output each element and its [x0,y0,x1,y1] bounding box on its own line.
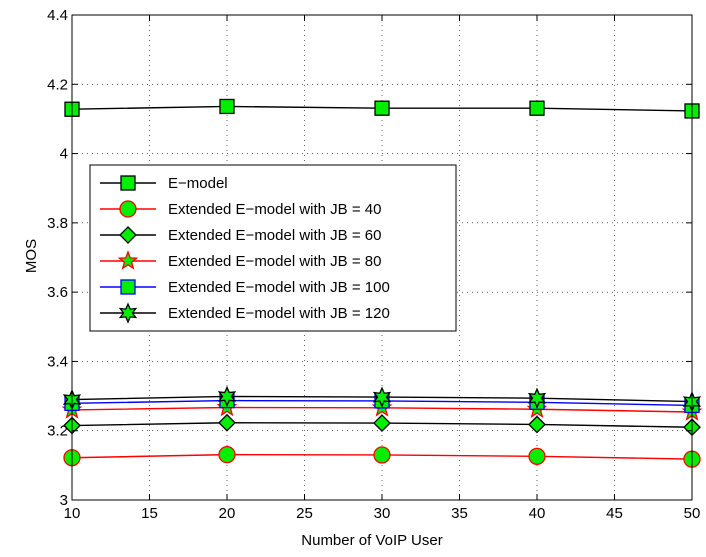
data-point-marker [527,387,547,409]
x-tick-label: 10 [64,505,81,522]
legend-label: Extended E−model with JB = 120 [168,305,390,322]
data-point-marker [528,415,546,434]
legend-entry: Extended E−model with JB = 80 [100,250,381,270]
data-point-marker [218,413,236,432]
data-point-marker [373,446,391,464]
x-tick-label: 35 [451,505,468,522]
x-tick-label: 25 [296,505,313,522]
data-point-marker [217,385,237,408]
data-point-marker [528,447,546,466]
data-point-marker [218,445,236,464]
x-tick-label: 50 [684,505,701,522]
x-tick-label: 45 [606,505,623,522]
legend-entry: Extended E−model with JB = 100 [100,279,390,296]
legend-marker [120,279,136,295]
legend-entry: Extended E−model with JB = 60 [100,226,381,244]
series-3 [63,413,701,437]
data-point-marker [529,100,545,116]
y-tick-label: 3.4 [47,353,68,370]
x-tick-label: 20 [219,505,236,522]
data-point-marker [219,98,235,115]
legend-entry: E−model [100,175,228,192]
data-point-marker [373,414,391,433]
legend-entry: Extended E−model with JB = 120 [100,302,390,324]
y-tick-label: 3.8 [47,215,68,232]
legend-label: Extended E−model with JB = 80 [168,253,381,270]
legend-box [89,164,457,332]
y-axis-label: MOS [23,239,40,273]
legend-marker [119,226,137,244]
x-tick-label: 40 [529,505,546,522]
x-tick-label: 30 [374,505,391,522]
data-point-marker [374,100,390,116]
y-tick-label: 4.2 [47,76,68,93]
legend-marker [117,250,139,270]
legend-label: Extended E−model with JB = 100 [168,279,390,296]
legend-marker [119,200,137,218]
y-tick-label: 4.4 [47,7,68,24]
data-point-marker [372,386,392,408]
legend-marker [120,175,136,191]
y-tick-label: 3.2 [47,423,68,440]
legend-entry: Extended E−model with JB = 40 [100,200,381,218]
legend-marker [118,302,138,324]
x-tick-label: 15 [141,505,158,522]
legend-label: E−model [168,175,228,192]
legend-label: Extended E−model with JB = 60 [168,227,381,244]
legend: E−model Extended E−model with JB = 40 Exte… [89,164,457,332]
y-tick-label: 3 [60,492,68,509]
axis-ticks: 10 15 20 25 30 35 40 45 50 3 3.2 3.4 3.6 3.8 4 4.2 4.4 [47,7,700,522]
y-tick-label: 4 [60,146,68,163]
y-tick-label: 3.6 [47,284,68,301]
legend-label: Extended E−model with JB = 40 [168,201,381,218]
x-axis-label: Number of VoIP User [301,532,442,549]
